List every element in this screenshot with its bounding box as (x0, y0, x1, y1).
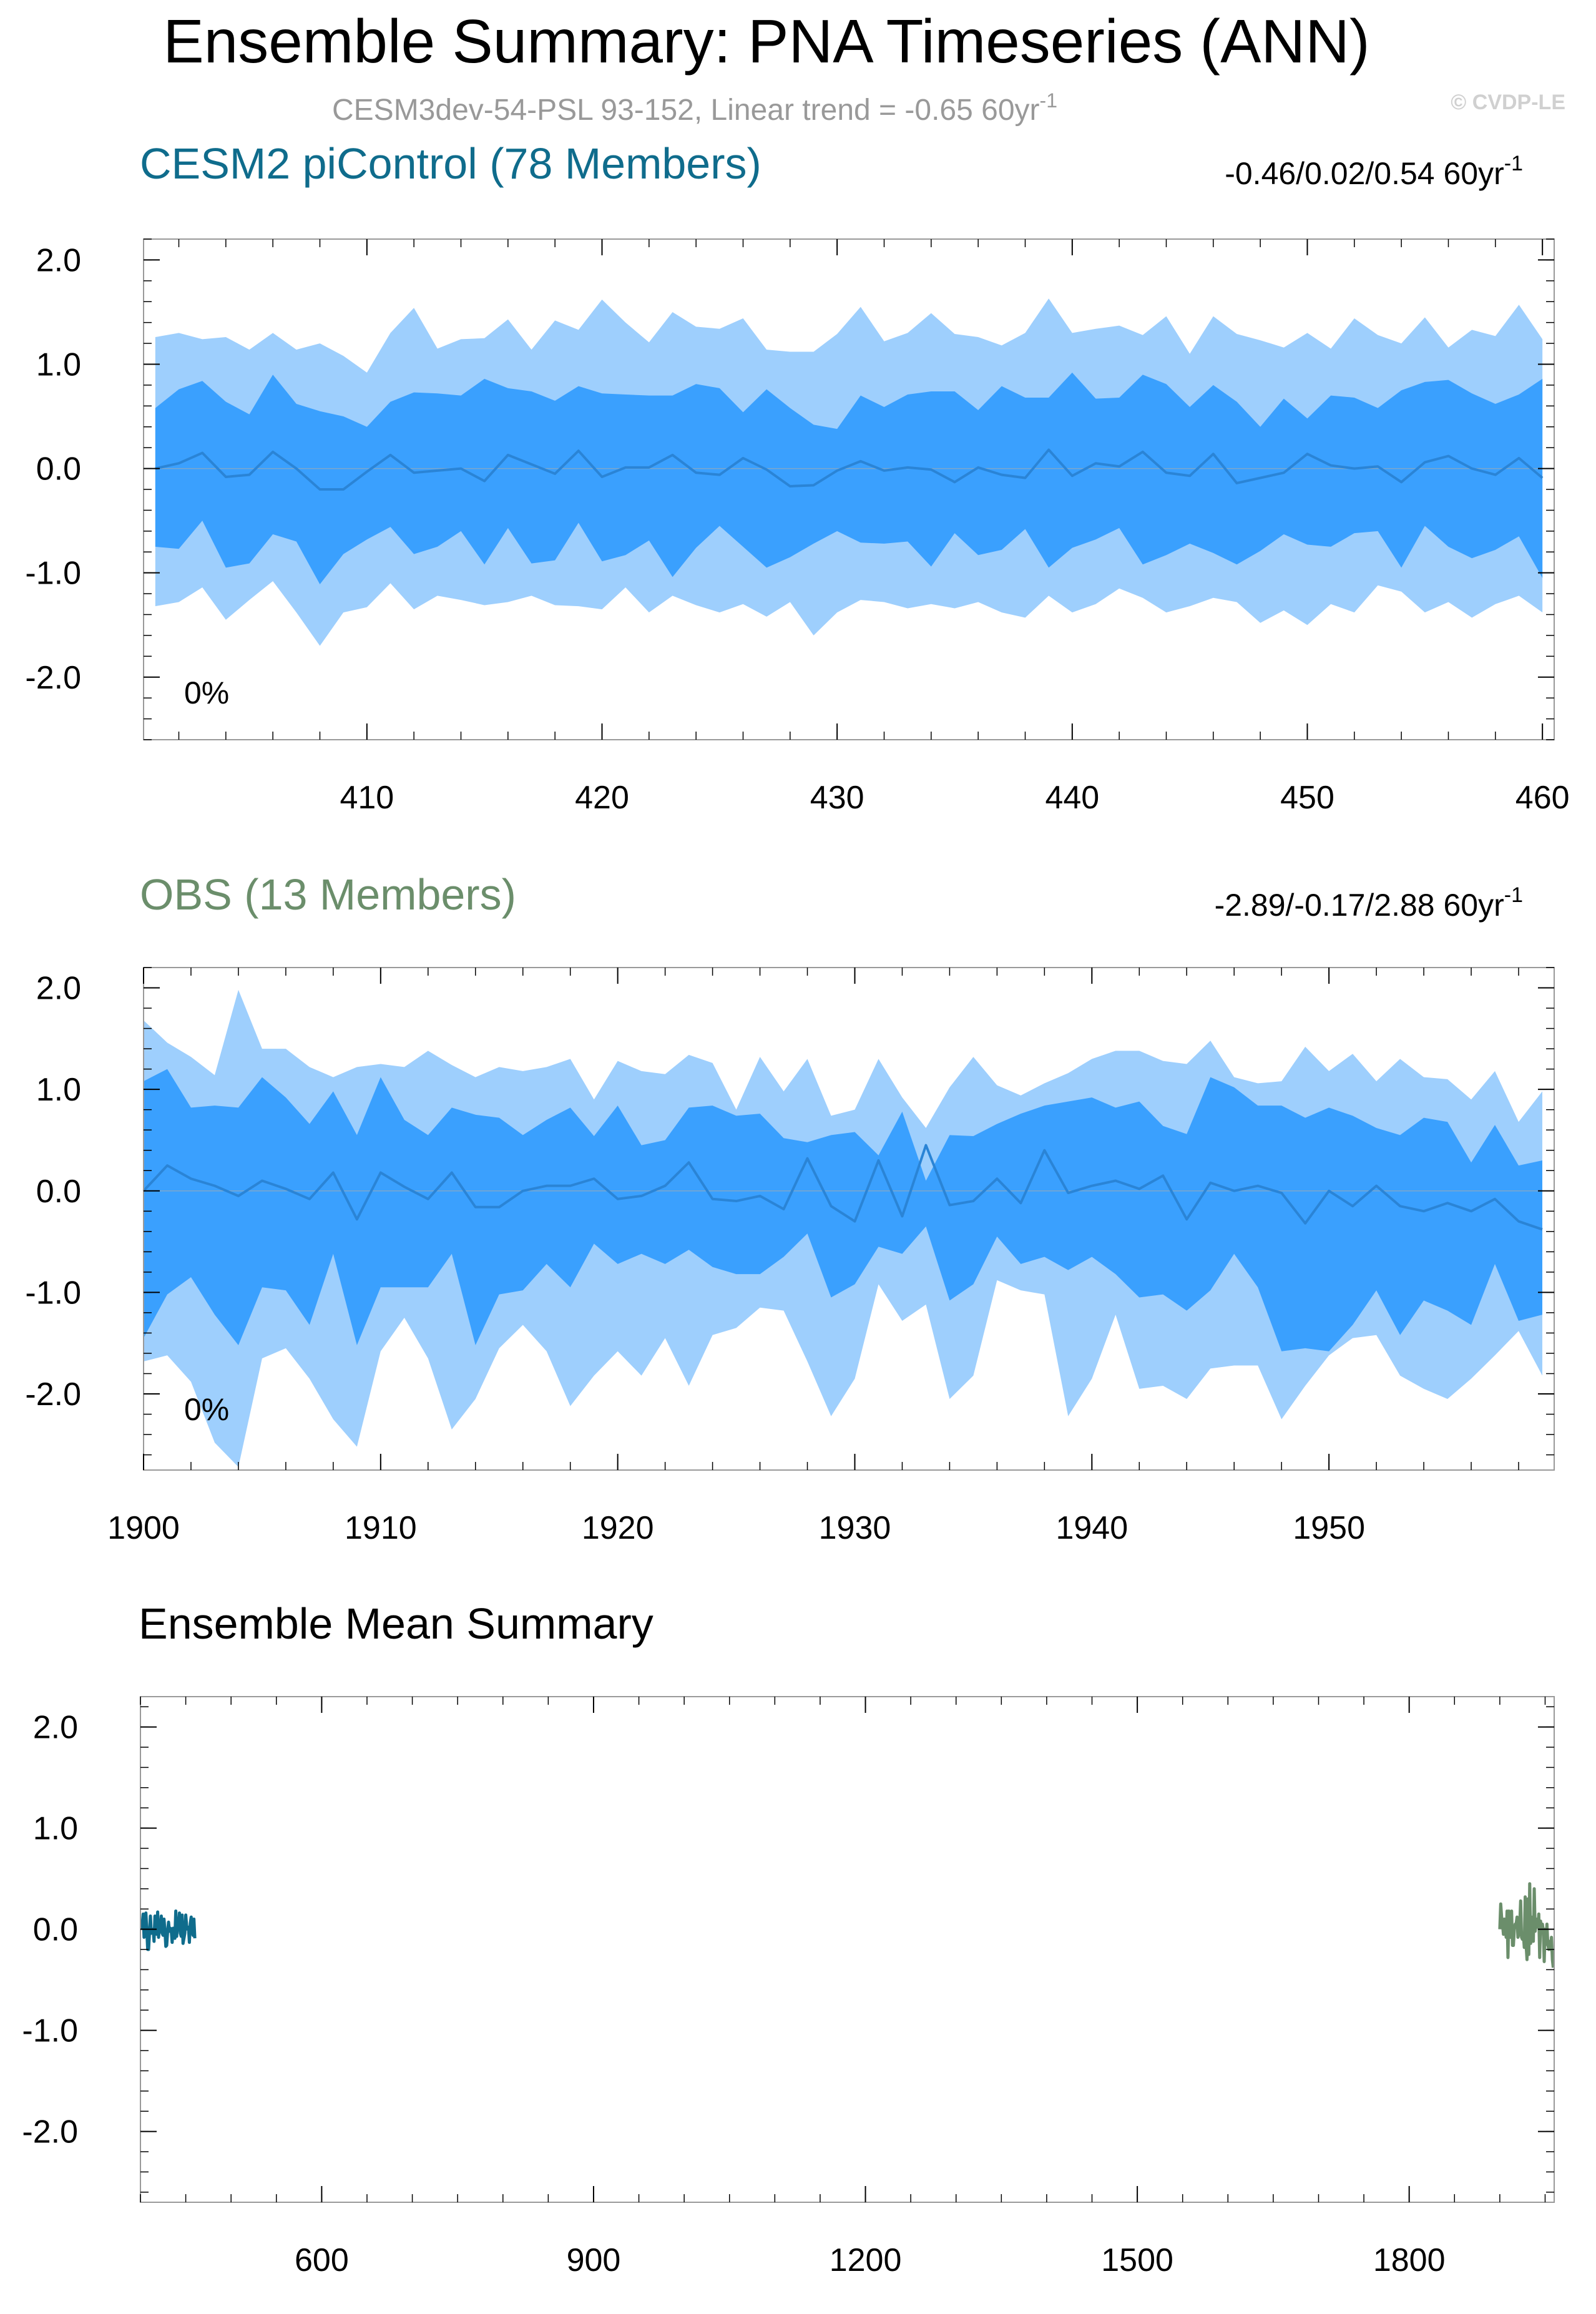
y-tick-label: 1.0 (36, 1072, 81, 1108)
watermark: © CVDP-LE (1451, 91, 1565, 114)
x-tick-label: 600 (295, 2242, 349, 2278)
x-tick-label: 420 (575, 780, 629, 816)
y-tick-label: -1.0 (25, 1275, 81, 1311)
plot-area-cesm2: 2.0 1.0 0.0 -1.0 -2.0 410 420 430 440 450 460 0% (25, 238, 1570, 816)
y-tick-label: -2.0 (25, 1376, 81, 1413)
x-tick-label: 440 (1045, 780, 1099, 816)
x-tick-label: 430 (810, 780, 864, 816)
y-tick-label: 1.0 (36, 347, 81, 383)
plot-area-ensemble-mean: 2.0 1.0 0.0 -1.0 -2.0 600 900 1200 1500 1800 (22, 1696, 1555, 2278)
series-line-cesm2 (139, 1909, 197, 1951)
x-tick-label: 1800 (1373, 2242, 1446, 2278)
panel-title-obs: OBS (13 Members) (140, 870, 516, 919)
panel-ensemble-mean: Ensemble Mean Summary 2.0 1.0 0.0 -1.0 -2.0 6… (22, 1599, 1555, 2278)
y-tick-label: 0.0 (33, 1912, 78, 1948)
x-tick-label: 450 (1280, 780, 1334, 816)
trend-text-cesm2: -0.46/0.02/0.54 60yr (1225, 156, 1504, 191)
percent-label-obs: 0% (184, 1392, 229, 1427)
x-tick-label: 1940 (1055, 1510, 1128, 1546)
y-tick-label: -1.0 (25, 556, 81, 592)
plot-frame (140, 1696, 1555, 2203)
trend-range-obs: -2.89/-0.17/2.88 60yr-1 (1215, 883, 1523, 923)
x-tick-label: 460 (1515, 780, 1570, 816)
y-tick-label: 2.0 (33, 1710, 78, 1746)
subtitle-sup: -1 (1040, 89, 1057, 112)
subtitle-text: CESM3dev-54-PSL 93-152, Linear trend = -… (332, 94, 1040, 127)
panel-title-cesm2: CESM2 piControl (78 Members) (140, 139, 761, 188)
y-axis: 2.0 1.0 0.0 -1.0 -2.0 (25, 238, 1554, 740)
x-tick-label: 1920 (582, 1510, 654, 1546)
percent-label-cesm2: 0% (184, 675, 229, 710)
plot-frame (143, 967, 1555, 1471)
mean-line-obs (142, 1144, 1543, 1231)
x-tick-label: 1500 (1101, 2242, 1173, 2278)
y-tick-label: 1.0 (33, 1811, 78, 1847)
y-tick-label: -2.0 (22, 2114, 78, 2150)
x-tick-label: 1950 (1293, 1510, 1365, 1546)
x-axis: 600 900 1200 1500 1800 (140, 1697, 1546, 2278)
panel-cesm2: CESM2 piControl (78 Members) -0.46/0.02/… (25, 139, 1569, 816)
x-tick-label: 410 (340, 780, 394, 816)
figure-subtitle: CESM3dev-54-PSL 93-152, Linear trend = -… (332, 89, 1057, 127)
mean-line-cesm2 (155, 448, 1544, 491)
trend-sup-cesm2: -1 (1504, 152, 1523, 175)
x-axis: 410 420 430 440 450 460 (178, 239, 1570, 816)
panel-obs: OBS (13 Members) -2.89/-0.17/2.88 60yr-1… (25, 870, 1555, 1546)
band-16-84-obs (144, 1069, 1543, 1351)
y-tick-label: 2.0 (36, 242, 81, 278)
x-tick-label: 1930 (819, 1510, 891, 1546)
y-tick-label: -1.0 (22, 2013, 78, 2049)
trend-sup-obs: -1 (1504, 883, 1523, 907)
x-tick-label: 900 (567, 2242, 621, 2278)
plot-area-obs: 2.0 1.0 0.0 -1.0 -2.0 1900 1910 1920 1930 1940 195… (25, 967, 1555, 1546)
x-axis: 1900 1910 1920 1930 1940 1950 (107, 968, 1519, 1546)
trend-text-obs: -2.89/-0.17/2.88 60yr (1215, 888, 1504, 923)
y-axis: 2.0 1.0 0.0 -1.0 -2.0 (22, 1706, 1554, 2193)
series-line-obs (1498, 1882, 1555, 1968)
y-tick-label: 0.0 (36, 451, 81, 488)
band-16-84-cesm2 (155, 372, 1543, 585)
y-tick-label: 2.0 (36, 971, 81, 1007)
x-tick-label: 1910 (345, 1510, 417, 1546)
trend-range-cesm2: -0.46/0.02/0.54 60yr-1 (1225, 152, 1523, 191)
figure-title: Ensemble Summary: PNA Timeseries (ANN) (163, 7, 1369, 76)
y-tick-label: 0.0 (36, 1174, 81, 1210)
x-tick-label: 1200 (830, 2242, 902, 2278)
y-axis: 2.0 1.0 0.0 -1.0 -2.0 (25, 967, 1554, 1456)
x-tick-label: 1900 (107, 1510, 180, 1546)
panel-title-ensemble-mean: Ensemble Mean Summary (139, 1599, 654, 1648)
y-tick-label: -2.0 (25, 660, 81, 696)
